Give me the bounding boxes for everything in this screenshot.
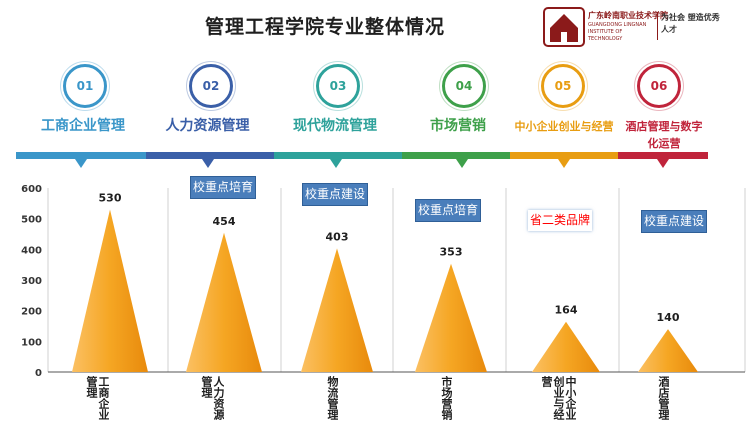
step-number-04: 04 bbox=[442, 64, 486, 108]
band-logistics bbox=[274, 152, 402, 159]
note-marketing: 校重点培育 bbox=[415, 199, 481, 222]
school-name-cn: 广东岭南职业技术学院 bbox=[588, 11, 668, 20]
bar-chart: 0 100 200 300 400 500 600 530 454 403 353 164 140 bbox=[21, 184, 746, 376]
y-tick-label: 600 bbox=[21, 184, 42, 195]
pointer-hr bbox=[202, 159, 214, 168]
band-sme bbox=[510, 152, 618, 159]
y-tick-label: 100 bbox=[21, 337, 42, 348]
x-label-hotel: 酒店管理 bbox=[657, 376, 669, 420]
bar-triangle bbox=[638, 329, 698, 372]
note-sme: 省二类品牌 bbox=[528, 210, 592, 231]
school-motto: 为社会 塑造优秀人才 bbox=[661, 13, 720, 34]
category-title-logistics: 现代物流管理 bbox=[293, 118, 377, 134]
y-tick-label: 200 bbox=[21, 307, 42, 318]
pointer-logistics bbox=[330, 159, 342, 168]
x-label-sme: 中小企业创业与经营 bbox=[540, 376, 576, 420]
school-name-en: GUANGDONG LINGNAN INSTITUTE OF TECHNOLOG… bbox=[588, 22, 647, 42]
bar-triangle bbox=[186, 232, 262, 372]
pointer-hotel bbox=[657, 159, 669, 168]
value-label: 530 bbox=[99, 191, 122, 204]
category-title-marketing: 市场营销 bbox=[430, 118, 486, 134]
category-title-hotel: 酒店管理与数字化运营 bbox=[625, 120, 703, 150]
value-label: 164 bbox=[555, 304, 578, 317]
category-title-hr: 人力资源管理 bbox=[165, 118, 250, 134]
step-number-06: 06 bbox=[637, 64, 681, 108]
band-marketing bbox=[402, 152, 510, 159]
value-label: 403 bbox=[326, 230, 349, 243]
step-number-03: 03 bbox=[316, 64, 360, 108]
page-title: 管理工程学院专业整体情况 bbox=[204, 16, 445, 38]
y-tick-label: 0 bbox=[35, 368, 42, 376]
school-logo-icon bbox=[543, 7, 585, 47]
y-tick-label: 400 bbox=[21, 245, 42, 256]
value-label: 353 bbox=[440, 246, 463, 259]
value-label: 140 bbox=[657, 311, 680, 324]
note-hotel: 校重点建设 bbox=[641, 210, 707, 233]
x-label-logistics: 物流管理 bbox=[326, 376, 338, 420]
y-tick-label: 500 bbox=[21, 215, 42, 226]
value-label: 454 bbox=[213, 215, 236, 228]
bar-triangle bbox=[301, 248, 373, 372]
logo-divider bbox=[657, 12, 658, 40]
x-label-business: 工商企业管理 bbox=[85, 376, 109, 420]
note-logistics: 校重点建设 bbox=[302, 183, 368, 206]
step-number-05: 05 bbox=[541, 64, 585, 108]
category-title-business: 工商企业管理 bbox=[41, 118, 125, 134]
band-hotel bbox=[618, 152, 708, 159]
bar-triangle bbox=[532, 321, 600, 372]
x-label-hr: 人力资源管理 bbox=[200, 376, 224, 420]
pointer-sme bbox=[558, 159, 570, 168]
pointer-marketing bbox=[456, 159, 468, 168]
bar-triangle bbox=[415, 263, 487, 372]
step-number-02: 02 bbox=[189, 64, 233, 108]
bar-triangle bbox=[72, 209, 148, 372]
x-label-marketing: 市场营销 bbox=[440, 376, 452, 420]
band-business bbox=[16, 152, 146, 159]
step-number-01: 01 bbox=[63, 64, 107, 108]
pointer-business bbox=[75, 159, 87, 168]
band-hr bbox=[146, 152, 274, 159]
y-tick-label: 300 bbox=[21, 276, 42, 287]
note-hr: 校重点培育 bbox=[190, 176, 256, 199]
category-title-sme: 中小企业创业与经营 bbox=[514, 120, 614, 133]
